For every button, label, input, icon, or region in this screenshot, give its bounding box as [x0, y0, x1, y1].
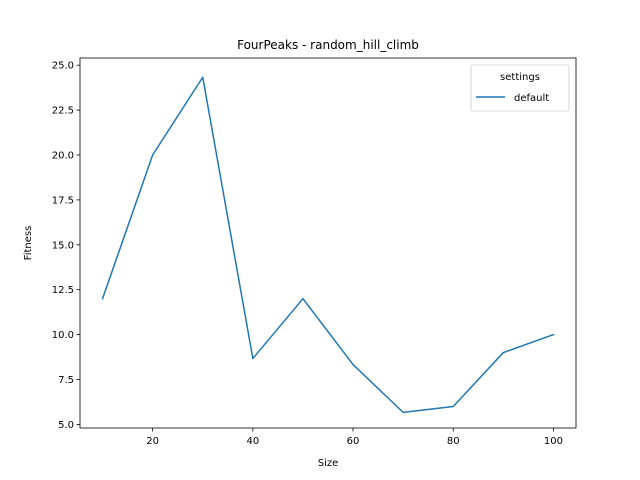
data-point	[552, 334, 555, 336]
y-tick-label: 5.0	[58, 420, 74, 431]
series-line-0	[101, 76, 555, 414]
x-axis-label: Size	[318, 458, 339, 469]
y-tick-label: 7.5	[58, 375, 74, 386]
data-point	[452, 405, 454, 408]
y-tick-label: 17.5	[52, 195, 74, 206]
data-point	[402, 411, 404, 413]
x-tick-label: 20	[146, 436, 159, 447]
legend: settings default	[470, 64, 570, 112]
x-tick-label: 80	[447, 436, 460, 447]
y-tick-label: 12.5	[52, 285, 74, 296]
x-axis-ticks: 20 40 60 80 100	[146, 428, 563, 447]
legend-title: settings	[500, 72, 540, 83]
series-layer	[101, 76, 555, 414]
data-point	[302, 298, 304, 300]
y-tick-label: 25.0	[52, 61, 74, 72]
data-point	[152, 154, 154, 156]
legend-entry-label: default	[514, 93, 549, 104]
legend-box	[470, 64, 570, 112]
plot-frame	[79, 57, 577, 429]
x-tick-label: 40	[246, 436, 259, 447]
data-point	[352, 363, 354, 366]
chart-title: FourPeaks - random_hill_climb	[237, 38, 419, 52]
y-tick-label: 10.0	[52, 330, 74, 341]
y-tick-label: 15.0	[52, 240, 74, 251]
data-point	[202, 76, 204, 78]
y-axis-label: Fitness	[23, 226, 34, 261]
data-point	[101, 298, 104, 300]
y-axis-ticks: 5.0 7.5 10.0 12.5 15.0 17.5 20.0 22.5 25.0	[52, 61, 80, 431]
data-point	[252, 357, 254, 360]
data-point	[502, 351, 504, 354]
x-tick-label: 60	[347, 436, 360, 447]
y-tick-label: 22.5	[52, 106, 74, 117]
x-tick-label: 100	[544, 436, 563, 447]
y-tick-label: 20.0	[52, 150, 74, 161]
